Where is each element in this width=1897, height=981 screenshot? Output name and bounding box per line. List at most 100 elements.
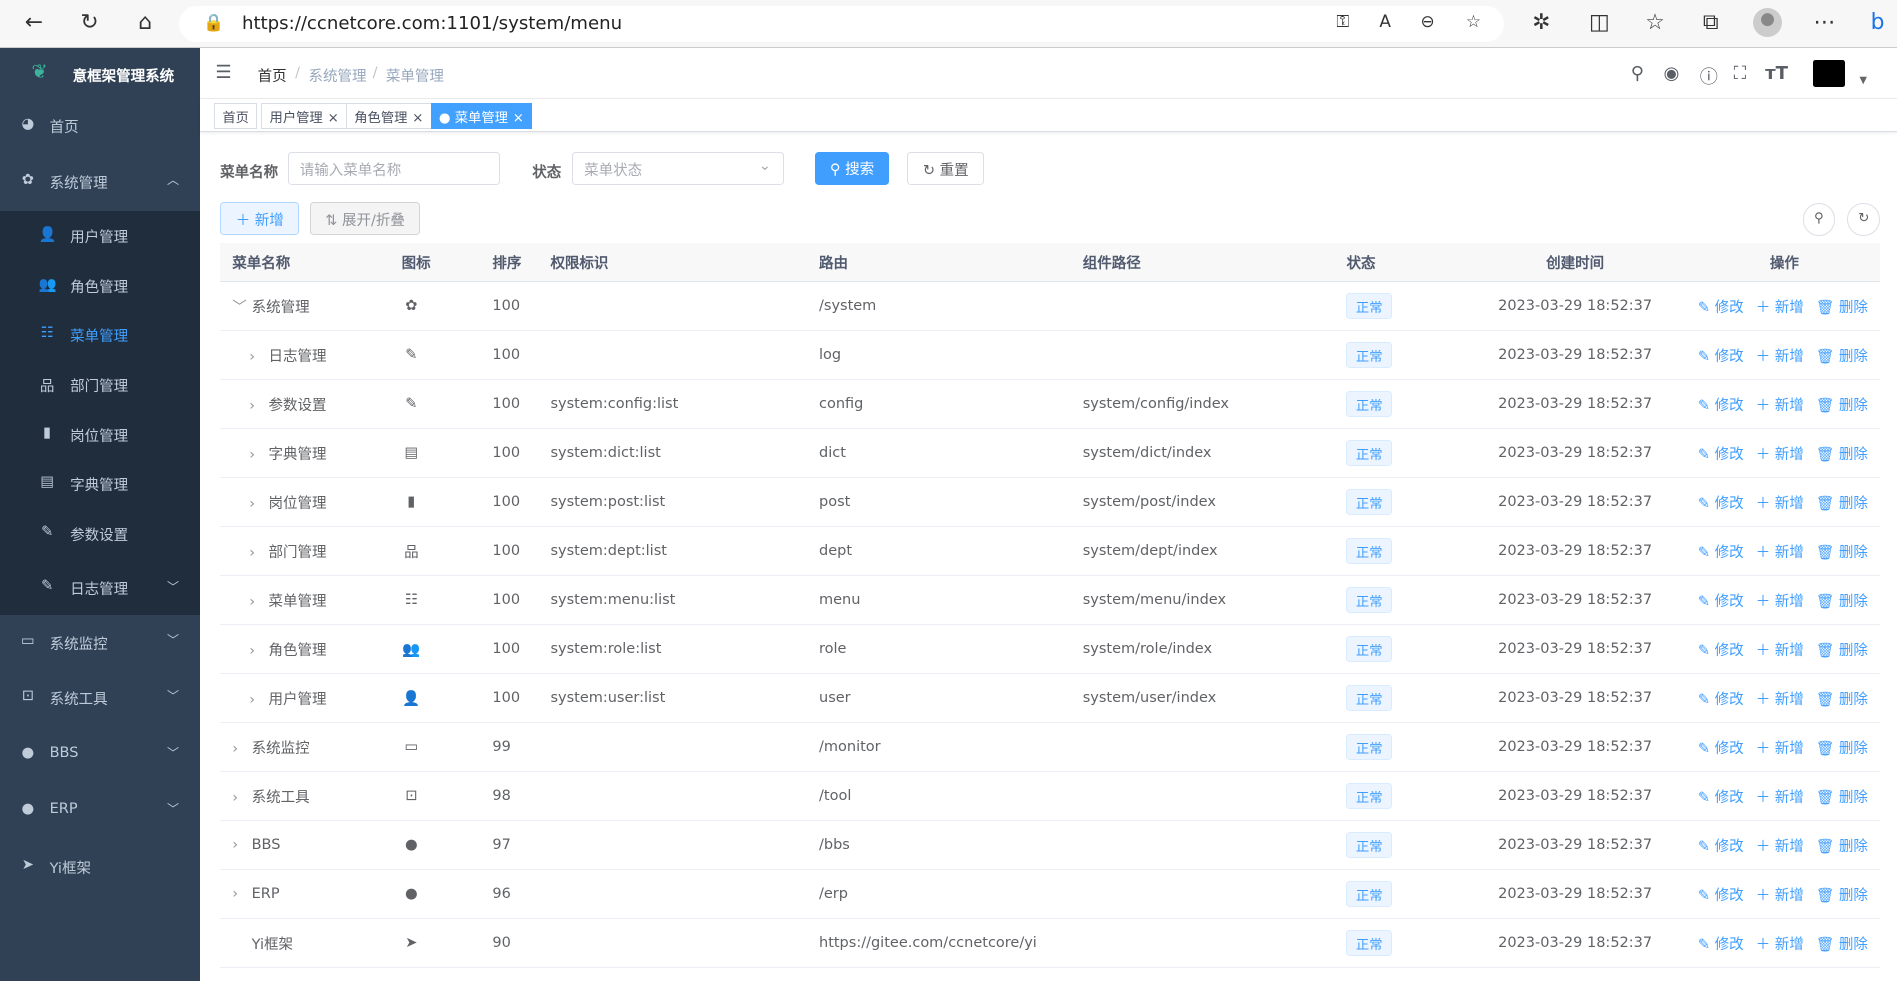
- submenu-item[interactable]: 品部门管理: [0, 359, 200, 409]
- delete-button[interactable]: 🗑 删除: [1816, 447, 1868, 463]
- edit-button[interactable]: ✎ 修改: [1698, 937, 1744, 953]
- search-icon[interactable]: ⚲: [1630, 62, 1645, 84]
- delete-button[interactable]: 🗑 删除: [1816, 741, 1868, 757]
- add-button[interactable]: ＋ 新增: [1756, 692, 1804, 708]
- favorites-icon[interactable]: ☆: [1645, 9, 1665, 35]
- submenu-item[interactable]: ✎ 日志管理 ﹀: [0, 563, 200, 613]
- reset-button[interactable]: ↻ 重置: [907, 152, 985, 186]
- delete-button[interactable]: 🗑 删除: [1816, 398, 1868, 414]
- chevron-down-icon[interactable]: ﹀: [232, 299, 247, 316]
- edit-button[interactable]: ✎ 修改: [1698, 643, 1744, 659]
- chevron-right-icon[interactable]: ›: [249, 495, 256, 512]
- delete-button[interactable]: 🗑 删除: [1816, 349, 1868, 365]
- edit-button[interactable]: ✎ 修改: [1698, 300, 1744, 316]
- toggle-search-button[interactable]: ⚲: [1802, 203, 1836, 236]
- tag-0[interactable]: 首页: [214, 102, 258, 130]
- add-button[interactable]: ＋ 新增: [1756, 398, 1804, 414]
- edit-button[interactable]: ✎ 修改: [1698, 447, 1744, 463]
- back-icon[interactable]: ←: [24, 9, 43, 35]
- sidebar-item[interactable]: ◕ 首页: [0, 98, 200, 154]
- favorite-add-icon[interactable]: ☆: [1465, 10, 1482, 31]
- chevron-right-icon[interactable]: ›: [249, 544, 256, 561]
- url-text[interactable]: https://ccnetcore.com:1101/system/menu: [241, 13, 623, 35]
- edit-button[interactable]: ✎ 修改: [1698, 839, 1744, 855]
- chevron-right-icon[interactable]: ›: [249, 397, 256, 414]
- edit-button[interactable]: ✎ 修改: [1698, 349, 1744, 365]
- key-icon[interactable]: ⚿: [1336, 10, 1350, 31]
- refresh-icon[interactable]: ↻: [80, 9, 99, 35]
- extensions-icon[interactable]: ✲: [1532, 9, 1551, 35]
- chevron-right-icon[interactable]: ›: [249, 446, 256, 463]
- chevron-right-icon[interactable]: ›: [249, 691, 256, 708]
- sidebar-logo[interactable]: ❦ 意框架管理系统: [0, 48, 200, 99]
- add-button[interactable]: ＋ 新增: [1756, 937, 1804, 953]
- delete-button[interactable]: 🗑 删除: [1816, 888, 1868, 904]
- sidebar-item[interactable]: ● BBS ﹀: [0, 727, 200, 783]
- help-icon[interactable]: ⓘ: [1699, 66, 1718, 88]
- submenu-item[interactable]: ▤ 字典管理: [0, 459, 200, 509]
- split-screen-icon[interactable]: ◫: [1589, 9, 1610, 35]
- edit-button[interactable]: ✎ 修改: [1698, 741, 1744, 757]
- breadcrumb-home[interactable]: 首页: [257, 69, 287, 86]
- sidebar-item[interactable]: ⊡ 系统工具 ﹀: [0, 670, 200, 726]
- delete-button[interactable]: 🗑 删除: [1816, 300, 1868, 316]
- submenu-item[interactable]: 👥 角色管理: [0, 260, 200, 310]
- delete-button[interactable]: 🗑 删除: [1816, 545, 1868, 561]
- chevron-right-icon[interactable]: ›: [249, 642, 256, 659]
- breadcrumb-item[interactable]: 系统管理: [308, 69, 367, 86]
- sidebar-item[interactable]: ✿ 系统管理 ︿: [0, 154, 200, 210]
- chevron-right-icon[interactable]: ›: [249, 348, 256, 365]
- delete-button[interactable]: 🗑 删除: [1816, 643, 1868, 659]
- profile-avatar[interactable]: ●: [1753, 8, 1783, 38]
- edit-button[interactable]: ✎ 修改: [1698, 545, 1744, 561]
- home-icon[interactable]: ⌂: [138, 9, 153, 35]
- address-bar[interactable]: 🔒 https://ccnetcore.com:1101/system/menu…: [179, 6, 1504, 43]
- chevron-right-icon[interactable]: ›: [232, 837, 239, 854]
- chevron-right-icon[interactable]: ›: [249, 593, 256, 610]
- add-button[interactable]: ＋ 新增: [220, 202, 300, 235]
- chevron-right-icon[interactable]: ›: [232, 789, 239, 806]
- delete-button[interactable]: 🗑 删除: [1816, 790, 1868, 806]
- submenu-item[interactable]: ☷ 菜单管理: [0, 310, 200, 360]
- submenu-item[interactable]: 👤 用户管理: [0, 211, 200, 261]
- edit-button[interactable]: ✎ 修改: [1698, 496, 1744, 512]
- menu-name-input[interactable]: 请输入菜单名称: [287, 152, 500, 186]
- add-button[interactable]: ＋ 新增: [1756, 741, 1804, 757]
- submenu-item[interactable]: ✎ 参数设置: [0, 508, 200, 558]
- delete-button[interactable]: 🗑 删除: [1816, 496, 1868, 512]
- delete-button[interactable]: 🗑 删除: [1816, 937, 1868, 953]
- sidebar-item[interactable]: ● ERP ﹀: [0, 783, 200, 839]
- add-button[interactable]: ＋ 新增: [1756, 888, 1804, 904]
- close-icon[interactable]: ×: [512, 111, 524, 127]
- add-button[interactable]: ＋ 新增: [1756, 790, 1804, 806]
- add-button[interactable]: ＋ 新增: [1756, 643, 1804, 659]
- sidebar-item[interactable]: ➤ Yi框架: [0, 838, 200, 894]
- add-button[interactable]: ＋ 新增: [1756, 349, 1804, 365]
- close-icon[interactable]: ×: [412, 111, 424, 127]
- delete-button[interactable]: 🗑 删除: [1816, 839, 1868, 855]
- delete-button[interactable]: 🗑 删除: [1816, 692, 1868, 708]
- edit-button[interactable]: ✎ 修改: [1698, 594, 1744, 610]
- caret-down-icon[interactable]: ▼: [1859, 75, 1867, 86]
- add-button[interactable]: ＋ 新增: [1756, 545, 1804, 561]
- delete-button[interactable]: 🗑 删除: [1816, 594, 1868, 610]
- add-button[interactable]: ＋ 新增: [1756, 839, 1804, 855]
- fullscreen-icon[interactable]: ⛶: [1733, 62, 1747, 84]
- edit-button[interactable]: ✎ 修改: [1698, 692, 1744, 708]
- tag-1[interactable]: 用户管理 ×: [261, 102, 347, 130]
- sidebar-item[interactable]: ▭ 系统监控 ﹀: [0, 615, 200, 671]
- tag-3[interactable]: ● 菜单管理 ×: [430, 102, 533, 130]
- close-icon[interactable]: ×: [327, 111, 339, 127]
- chevron-right-icon[interactable]: ›: [232, 886, 239, 903]
- user-avatar[interactable]: [1813, 60, 1845, 88]
- more-icon[interactable]: ⋯: [1813, 9, 1836, 35]
- status-select[interactable]: 菜单状态 ⌄: [572, 152, 784, 186]
- hamburger-icon[interactable]: ☰: [215, 61, 232, 83]
- edit-button[interactable]: ✎ 修改: [1698, 790, 1744, 806]
- collections-icon[interactable]: ⧉: [1702, 9, 1719, 35]
- search-button[interactable]: ⚲ 搜索: [815, 152, 889, 186]
- add-button[interactable]: ＋ 新增: [1756, 447, 1804, 463]
- add-button[interactable]: ＋ 新增: [1756, 594, 1804, 610]
- chevron-right-icon[interactable]: ›: [232, 740, 239, 757]
- submenu-item[interactable]: ▮ 岗位管理: [0, 409, 200, 459]
